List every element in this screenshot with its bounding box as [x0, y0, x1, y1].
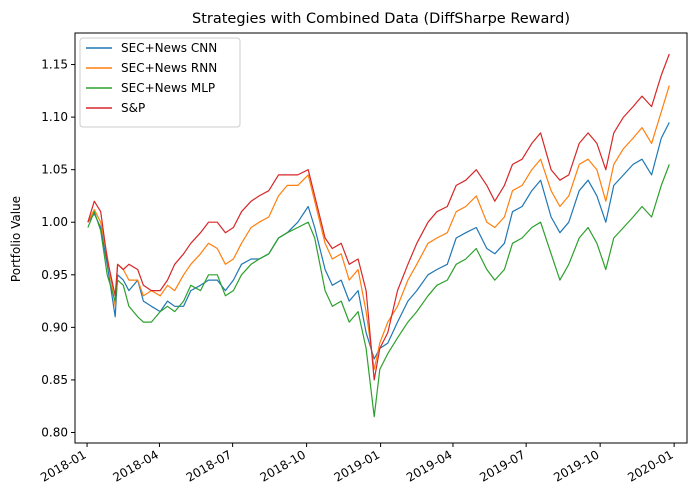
x-tick-label: 2018-01: [38, 447, 88, 484]
x-tick-label: 2018-04: [111, 447, 161, 484]
x-tick-label: 2018-07: [184, 447, 234, 484]
y-tick-label: 0.95: [41, 268, 68, 282]
y-tick-label: 0.90: [41, 320, 68, 334]
legend-label-0: SEC+News CNN: [121, 41, 217, 55]
y-tick-label: 1.00: [41, 215, 68, 229]
legend-label-3: S&P: [121, 101, 145, 115]
y-tick-label: 0.80: [41, 425, 68, 439]
series-line-2: [87, 164, 670, 418]
legend-box: [79, 37, 241, 128]
x-tick-label: 2019-07: [477, 447, 527, 484]
x-tick-label: 2019-04: [404, 447, 454, 484]
series-line-0: [87, 122, 670, 360]
legend: SEC+News CNN SEC+News RNN SEC+News MLP S&P: [79, 37, 241, 128]
x-tick-label: 2019-01: [332, 447, 382, 484]
x-tick-label: 2018-10: [258, 447, 308, 484]
plot-lines: [87, 53, 670, 418]
y-tick-label: 0.85: [41, 373, 68, 387]
y-tick-label: 1.05: [41, 163, 68, 177]
series-line-1: [87, 85, 670, 370]
x-tick-label: 2019-10: [551, 447, 601, 484]
series-line-3: [87, 53, 670, 381]
legend-label-2: SEC+News MLP: [121, 81, 215, 95]
y-tick-label: 1.15: [41, 58, 68, 72]
y-axis: 0.80 0.85 0.90 0.95 1.00 1.05 1.10 1.15: [41, 58, 75, 439]
y-tick-label: 1.10: [41, 110, 68, 124]
chart-title: Strategies with Combined Data (DiffSharp…: [192, 11, 570, 27]
x-axis: 2018-01 2018-04 2018-07 2018-10 2019-01 2019-…: [38, 443, 676, 485]
legend-label-1: SEC+News RNN: [121, 61, 217, 75]
y-axis-label: Portfolio Value: [9, 196, 23, 282]
x-tick-label: 2020-01: [625, 447, 675, 484]
